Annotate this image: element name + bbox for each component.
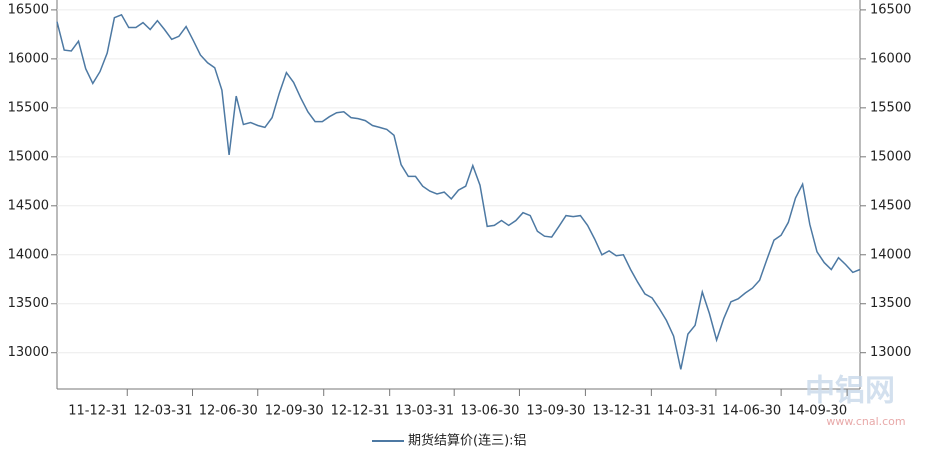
y-tick-label: 15500 xyxy=(8,100,49,115)
y-tick-label: 16500 xyxy=(8,2,49,17)
y2-tick-label: 14500 xyxy=(870,198,911,213)
y2-tick-label: 15500 xyxy=(870,100,911,115)
x-tick-label: 12-12-31 xyxy=(331,404,390,419)
watermark-url: www.cnal.com xyxy=(826,415,905,428)
x-tick-label: 14-09-30 xyxy=(788,404,847,419)
line-series xyxy=(56,13,861,370)
x-tick-label: 11-12-31 xyxy=(68,404,127,419)
y2-tick-label: 14000 xyxy=(870,247,911,262)
x-tick-label: 14-03-31 xyxy=(657,404,716,419)
y-tick-label: 14500 xyxy=(8,198,49,213)
y-tick-label: 13500 xyxy=(8,296,49,311)
x-tick-label: 13-03-31 xyxy=(395,404,454,419)
legend-label: 期货结算价(连三):铝 xyxy=(408,433,527,449)
y2-tick-label: 15000 xyxy=(870,149,911,164)
y-tick-label: 15000 xyxy=(8,149,49,164)
x-tick-label: 13-06-30 xyxy=(460,404,519,419)
x-tick-label: 13-12-31 xyxy=(592,404,651,419)
watermark-logo: 中铝网 xyxy=(805,374,895,409)
y-tick-label: 14000 xyxy=(8,247,49,262)
y2-tick-label: 16500 xyxy=(870,2,911,17)
y-tick-label: 13000 xyxy=(8,345,49,360)
x-tick-label: 12-06-30 xyxy=(199,404,258,419)
y2-tick-label: 13500 xyxy=(870,296,911,311)
y2-tick-label: 13000 xyxy=(870,345,911,360)
x-tick-label: 12-09-30 xyxy=(265,404,324,419)
x-tick-label: 13-09-30 xyxy=(526,404,585,419)
x-tick-label: 12-03-31 xyxy=(133,404,192,419)
y2-tick-label: 16000 xyxy=(870,51,911,66)
y-tick-label: 16000 xyxy=(8,51,49,66)
x-tick-label: 14-06-30 xyxy=(722,404,781,419)
